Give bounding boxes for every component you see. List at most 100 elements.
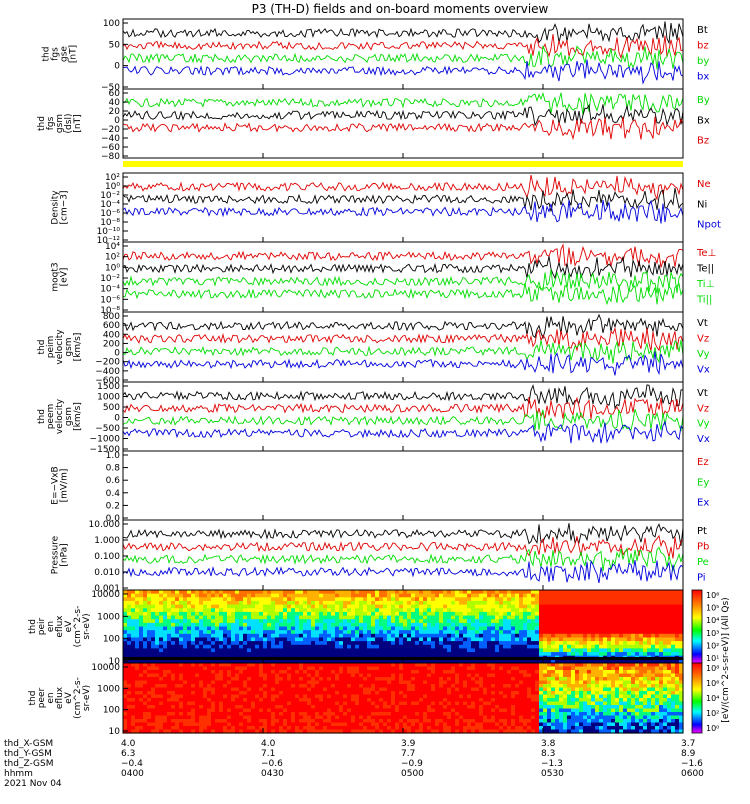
spectrogram-cell [571,612,576,616]
spectrogram-cell [651,612,656,616]
spectrogram-cell [347,594,352,598]
spectrogram-cell [663,652,668,656]
spectrogram-cell [371,597,376,601]
spectrogram-cell [347,691,352,695]
spectrogram-cell [519,619,524,623]
spectrogram-cell [375,594,380,598]
spectrogram-cell [379,712,384,716]
spectrogram-cell [175,645,180,649]
spectrogram-cell [263,637,268,641]
spectrogram-cell [371,691,376,695]
spectrogram-cell [331,663,336,667]
spectrogram-cell [127,702,132,706]
spectrogram-cell [359,612,364,616]
spectrogram-cell [231,702,236,706]
spectrogram-cell [167,608,172,612]
spectrogram-cell [195,723,200,727]
spectrogram-cell [203,716,208,720]
spectrogram-cell [223,716,228,720]
spectrogram-cell [355,634,360,638]
spectrogram-cell [211,695,216,699]
spectrogram-cell [227,616,232,620]
spectrogram-cell [331,716,336,720]
spectrogram-cell [379,688,384,692]
spectrogram-cell [515,627,520,631]
spectrogram-cell [347,612,352,616]
spectrogram-cell [139,695,144,699]
spectrogram-cell [159,627,164,631]
spectrogram-cell [267,641,272,645]
spectrogram-cell [199,601,204,605]
spectrogram-cell [175,627,180,631]
spectrogram-cell [231,648,236,652]
spectrogram-cell [259,641,264,645]
spectrogram-cell [335,652,340,656]
spectrogram-cell [127,674,132,678]
spectrogram-cell [359,637,364,641]
spectrogram-cell [291,681,296,685]
spectrogram-cell [343,648,348,652]
spectrogram-cell [631,627,636,631]
spectrogram-cell [563,601,568,605]
spectrogram-cell [635,630,640,634]
spectrogram-cell [487,637,492,641]
spectrogram-cell [311,691,316,695]
spectrogram-cell [271,652,276,656]
spectrogram-cell [175,670,180,674]
spectrogram-cell [243,684,248,688]
spectrogram-cell [383,702,388,706]
spectrogram-cell [551,637,556,641]
spectrogram-cell [643,601,648,605]
spectrogram-cell [195,597,200,601]
spectrogram-cell [431,709,436,713]
spectrogram-cell [491,719,496,723]
spectrogram-cell [423,716,428,720]
spectrogram-cell [571,623,576,627]
spectrogram-cell [159,648,164,652]
spectrogram-cell [575,608,580,612]
spectrogram-cell [663,594,668,598]
spectrogram-cell [131,630,136,634]
spectrogram-cell [151,695,156,699]
spectrogram-cell [143,648,148,652]
spectrogram-cell [227,677,232,681]
spectrogram-cell [651,605,656,609]
spectrogram-cell [319,670,324,674]
spectrogram-cell [339,702,344,706]
spectrogram-cell [187,652,192,656]
spectrogram-cell [403,684,408,688]
spectrogram-cell [391,705,396,709]
spectrogram-cell [307,623,312,627]
spectrogram-cell [403,695,408,699]
spectrogram-cell [243,677,248,681]
spectrogram-cell [235,645,240,649]
spectrogram-cell [331,612,336,616]
spectrogram-cell [491,670,496,674]
spectrogram-cell [279,663,284,667]
spectrogram-cell [291,709,296,713]
spectrogram-cell [499,716,504,720]
spectrogram-cell [431,641,436,645]
spectrogram-cell [563,605,568,609]
spectrogram-cell [299,709,304,713]
spectrogram-cell [315,619,320,623]
spectrogram-cell [539,623,544,627]
spectrogram-cell [307,645,312,649]
spectrogram-cell [627,612,632,616]
spectrogram-cell [339,670,344,674]
spectrogram-cell [495,623,500,627]
spectrogram-cell [459,677,464,681]
spectrogram-cell [243,652,248,656]
spectrogram-cell [283,719,288,723]
spectrogram-cell [163,663,168,667]
spectrogram-cell [315,616,320,620]
spectrogram-cell [207,667,212,671]
spectrogram-cell [339,630,344,634]
spectrogram-cell [623,590,628,594]
y-tick-label: 0.6 [106,476,121,486]
spectrogram-cell [163,601,168,605]
spectrogram-cell [595,601,600,605]
spectrogram-cell [339,698,344,702]
spectrogram-cell [459,608,464,612]
spectrogram-cell [667,652,672,656]
